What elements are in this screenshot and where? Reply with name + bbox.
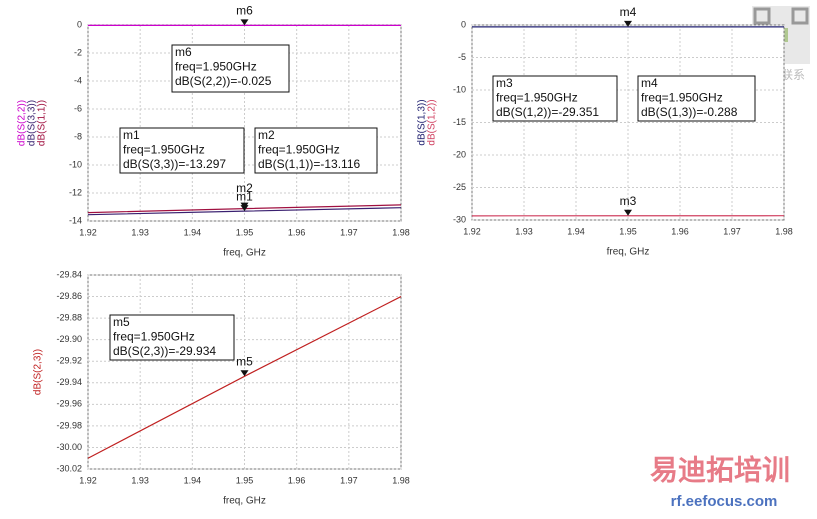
y-tick-label: -12 bbox=[69, 187, 82, 197]
x-tick-label: 1.95 bbox=[619, 226, 637, 236]
marker-readout-text: freq=1.950GHz bbox=[258, 143, 340, 157]
y-tick-label: -29.84 bbox=[56, 269, 82, 279]
marker-readout-text: m4 bbox=[641, 76, 658, 90]
y-tick-label: -29.92 bbox=[56, 356, 82, 366]
marker-label: m3 bbox=[620, 194, 637, 208]
plot: 0 -5 -10 -15 -20 -25 -30 1.92 1.93 1.94 1.95 1.96 1.… bbox=[417, 5, 793, 258]
marker-readout-text: m1 bbox=[123, 128, 140, 142]
x-tick-label: 1.92 bbox=[463, 226, 481, 236]
y-tick-label: -10 bbox=[453, 84, 466, 94]
y-tick-label: 0 bbox=[77, 19, 82, 29]
y-tick-label: 0 bbox=[461, 19, 466, 29]
marker-readout-text: freq=1.950GHz bbox=[641, 91, 723, 105]
x-tick-label: 1.97 bbox=[340, 227, 358, 237]
y-tick-label: -29.86 bbox=[56, 291, 82, 301]
x-tick-label: 1.92 bbox=[79, 227, 97, 237]
x-tick-label: 1.94 bbox=[567, 226, 585, 236]
marker-readout-text: m2 bbox=[258, 128, 275, 142]
marker-label: m6 bbox=[236, 4, 253, 18]
x-tick-label: 1.98 bbox=[775, 226, 793, 236]
marker-readout-text: dB(S(1,3))=-0.288 bbox=[641, 105, 738, 119]
y-tick-label: -5 bbox=[458, 52, 466, 62]
x-axis-title: freq, GHz bbox=[607, 247, 650, 258]
y-tick-label: -6 bbox=[74, 103, 82, 113]
x-tick-label: 1.93 bbox=[131, 475, 149, 485]
y-axis-title: dB(S(1,2)) bbox=[427, 99, 438, 145]
x-tick-label: 1.97 bbox=[340, 475, 358, 485]
y-tick-label: -14 bbox=[69, 215, 82, 225]
y-tick-label: -30.02 bbox=[56, 463, 82, 473]
y-tick-label: -29.98 bbox=[56, 420, 82, 430]
x-tick-label: 1.96 bbox=[288, 227, 306, 237]
marker-label: m4 bbox=[620, 5, 637, 19]
y-tick-label: -10 bbox=[69, 159, 82, 169]
y-axis-title: dB(S(2,3)) bbox=[33, 349, 44, 395]
marker-readout-text: dB(S(3,3))=-13.297 bbox=[123, 157, 226, 171]
y-axis-title: dB(S(1,1)) bbox=[37, 100, 48, 146]
watermark-brand: 易迪拓培训 bbox=[650, 453, 790, 485]
x-tick-label: 1.93 bbox=[515, 226, 533, 236]
plot: 0 -2 -4 -6 -8 -10 -12 -14 1.92 1.93 1.94 1.95 1.96 1.… bbox=[17, 4, 410, 259]
y-tick-label: -29.90 bbox=[56, 334, 82, 344]
marker-readout-text: dB(S(1,1))=-13.116 bbox=[258, 157, 360, 171]
x-tick-label: 1.94 bbox=[184, 227, 202, 237]
x-axis-title: freq, GHz bbox=[223, 248, 266, 259]
marker-readout-text: dB(S(1,2))=-29.351 bbox=[496, 105, 599, 119]
marker-readout-text: dB(S(2,2))=-0.025 bbox=[175, 74, 272, 88]
y-tick-label: -15 bbox=[453, 117, 466, 127]
marker-readout-text: m6 bbox=[175, 45, 192, 59]
y-tick-label: -30 bbox=[453, 214, 466, 224]
x-axis-title: freq, GHz bbox=[223, 496, 266, 507]
marker-readout-text: m5 bbox=[113, 315, 130, 329]
y-tick-label: -4 bbox=[74, 75, 82, 85]
x-tick-label: 1.97 bbox=[723, 226, 741, 236]
y-tick-label: -25 bbox=[453, 182, 466, 192]
y-tick-label: -30.00 bbox=[56, 442, 82, 452]
marker-readout-text: freq=1.950GHz bbox=[175, 60, 257, 74]
marker-readout-text: freq=1.950GHz bbox=[496, 91, 578, 105]
y-tick-label: -8 bbox=[74, 131, 82, 141]
plot: -29.84 -29.86 -29.88 -29.90 -29.92 -29.94 -29.… bbox=[33, 269, 410, 506]
marker-label: m5 bbox=[236, 354, 253, 368]
x-tick-label: 1.96 bbox=[671, 226, 689, 236]
x-tick-label: 1.95 bbox=[236, 227, 254, 237]
y-tick-label: -29.94 bbox=[56, 377, 82, 387]
x-tick-label: 1.95 bbox=[236, 475, 254, 485]
x-tick-label: 1.98 bbox=[392, 475, 410, 485]
y-tick-label: -2 bbox=[74, 47, 82, 57]
marker-label: m2 bbox=[236, 181, 253, 195]
x-tick-label: 1.96 bbox=[288, 475, 306, 485]
x-tick-label: 1.94 bbox=[184, 475, 202, 485]
y-tick-label: -29.88 bbox=[56, 312, 82, 322]
y-tick-label: -29.96 bbox=[56, 399, 82, 409]
marker-triangle bbox=[241, 19, 249, 25]
marker-readout-text: freq=1.950GHz bbox=[123, 143, 205, 157]
x-tick-label: 1.92 bbox=[79, 475, 97, 485]
x-tick-label: 1.93 bbox=[131, 227, 149, 237]
watermark-url: rf.eefocus.com bbox=[671, 493, 778, 510]
marker-readout-text: dB(S(2,3))=-29.934 bbox=[113, 344, 216, 358]
marker-readout-text: freq=1.950GHz bbox=[113, 330, 195, 344]
x-tick-label: 1.98 bbox=[392, 227, 410, 237]
marker-readout-text: m3 bbox=[496, 76, 513, 90]
y-tick-label: -20 bbox=[453, 149, 466, 159]
